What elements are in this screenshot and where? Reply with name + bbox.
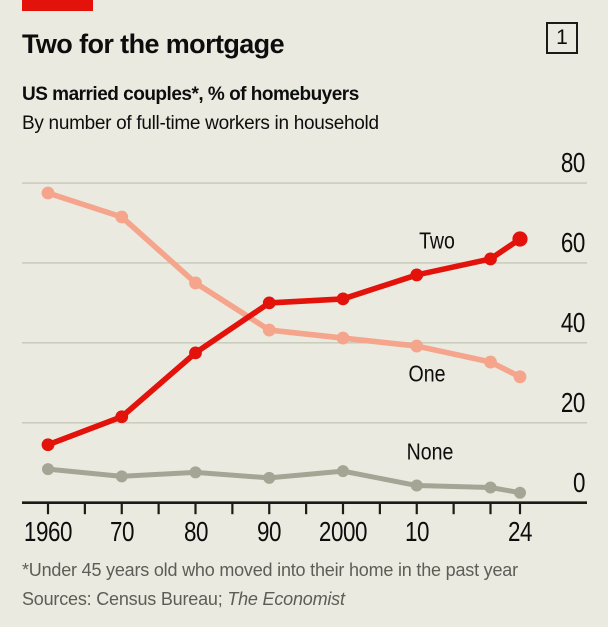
series-line-one — [45, 190, 523, 380]
data-point — [484, 252, 497, 266]
x-tick-label: 10 — [404, 516, 430, 547]
data-point — [484, 355, 497, 369]
y-tick-label: 20 — [560, 386, 586, 418]
sources-line: Sources: Census Bureau; The Economist — [22, 589, 345, 610]
y-tick-label: 60 — [560, 226, 586, 258]
data-point — [189, 346, 202, 360]
data-point — [115, 410, 129, 424]
x-tick-label: 70 — [109, 516, 135, 547]
figure-number-badge: 1 — [546, 22, 578, 54]
x-tick-label: 90 — [257, 516, 282, 547]
chart-subtitle-primary: US married couples*, % of homebuyers — [22, 84, 359, 105]
series-line-two — [45, 236, 523, 448]
x-tick-label: 24 — [507, 516, 533, 547]
data-point — [513, 370, 527, 384]
data-point — [337, 465, 349, 478]
footnote: *Under 45 years old who moved into their… — [22, 560, 518, 580]
series-label-none: None — [406, 438, 454, 465]
x-tick-label: 2000 — [318, 516, 368, 547]
data-point — [484, 481, 497, 494]
page-title: Two for the mortgage — [22, 29, 285, 59]
data-point — [336, 331, 350, 345]
brand-bar — [22, 0, 93, 11]
sources-text: Sources: Census Bureau; — [22, 589, 228, 609]
x-tick-label: 1960 — [23, 516, 73, 547]
series-label-two: Two — [419, 227, 455, 254]
data-point — [514, 486, 526, 499]
y-tick-label: 0 — [572, 466, 585, 498]
data-point — [410, 339, 424, 353]
data-point — [262, 296, 276, 310]
data-point — [263, 471, 276, 484]
data-point — [410, 268, 424, 282]
data-point — [189, 276, 202, 290]
data-point — [41, 186, 55, 200]
y-tick-label: 40 — [560, 306, 586, 338]
data-point — [512, 231, 528, 247]
data-point — [262, 323, 276, 337]
series-line-none — [45, 466, 523, 496]
data-point — [115, 210, 129, 224]
sources-publication: The Economist — [227, 589, 345, 609]
data-point — [189, 466, 202, 479]
data-point — [115, 470, 128, 483]
series-label-one: One — [408, 360, 446, 387]
data-point — [42, 463, 54, 476]
y-tick-label: 80 — [560, 147, 586, 179]
data-point — [336, 292, 350, 306]
data-point — [410, 479, 423, 492]
x-tick-label: 80 — [183, 516, 208, 547]
chart-subtitle-secondary: By number of full-time workers in househ… — [22, 113, 379, 134]
data-point — [41, 438, 55, 452]
